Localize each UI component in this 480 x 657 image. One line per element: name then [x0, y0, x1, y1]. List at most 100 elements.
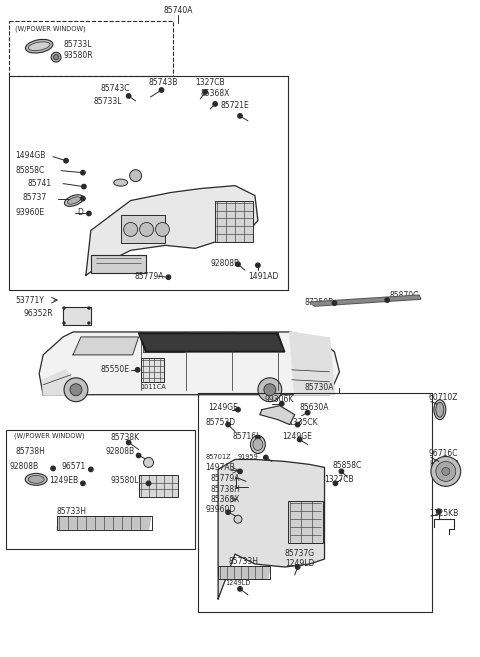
- Text: 85733H: 85733H: [56, 507, 86, 516]
- Text: 1327CB: 1327CB: [324, 476, 354, 484]
- Text: 85779A: 85779A: [210, 474, 240, 484]
- Text: 1249EB: 1249EB: [49, 476, 78, 486]
- Polygon shape: [43, 370, 73, 395]
- Bar: [139, 476, 179, 497]
- Text: 96571: 96571: [61, 463, 85, 472]
- Polygon shape: [139, 333, 285, 352]
- Text: 1249LD: 1249LD: [285, 559, 314, 568]
- Text: 1011CA: 1011CA: [141, 384, 167, 390]
- Circle shape: [166, 275, 170, 279]
- Text: 85733L: 85733L: [94, 97, 122, 106]
- Text: 93960D: 93960D: [205, 505, 236, 514]
- Text: 1125KB: 1125KB: [429, 509, 458, 518]
- Circle shape: [226, 510, 230, 514]
- Circle shape: [442, 467, 450, 476]
- Circle shape: [82, 185, 86, 189]
- Text: 1327CB: 1327CB: [195, 78, 225, 87]
- Circle shape: [144, 457, 154, 467]
- Text: 1249GE: 1249GE: [208, 403, 238, 412]
- Circle shape: [431, 457, 461, 486]
- Text: 60710Z: 60710Z: [429, 393, 458, 401]
- Circle shape: [140, 223, 154, 237]
- Circle shape: [436, 461, 456, 482]
- Text: 85858C: 85858C: [15, 166, 45, 175]
- Text: 85870C: 85870C: [389, 291, 419, 300]
- Ellipse shape: [25, 474, 47, 486]
- Polygon shape: [141, 335, 283, 350]
- Text: 85721E: 85721E: [220, 101, 249, 110]
- Circle shape: [159, 88, 164, 92]
- Text: 85733H: 85733H: [228, 557, 258, 566]
- Circle shape: [296, 422, 300, 427]
- Text: 92808B: 92808B: [210, 260, 240, 268]
- Ellipse shape: [130, 170, 142, 181]
- Circle shape: [332, 301, 336, 306]
- Ellipse shape: [67, 197, 81, 204]
- Circle shape: [437, 509, 441, 513]
- Text: 85733L: 85733L: [63, 40, 92, 49]
- Circle shape: [81, 170, 85, 175]
- Text: 85630A: 85630A: [300, 403, 329, 412]
- Polygon shape: [143, 334, 184, 352]
- Circle shape: [81, 481, 85, 486]
- Text: 85779A: 85779A: [134, 272, 164, 281]
- Circle shape: [135, 368, 140, 372]
- Text: 92808B: 92808B: [9, 463, 38, 472]
- Circle shape: [70, 384, 82, 396]
- Circle shape: [298, 438, 302, 442]
- Bar: [9, 76, 288, 290]
- Text: 85858C: 85858C: [333, 461, 362, 470]
- Circle shape: [64, 378, 88, 401]
- Bar: [9, 21, 173, 76]
- Circle shape: [87, 212, 91, 215]
- Circle shape: [213, 102, 217, 106]
- Bar: [141, 358, 165, 382]
- Circle shape: [64, 158, 68, 163]
- Text: 85737G: 85737G: [285, 549, 315, 558]
- Ellipse shape: [434, 399, 446, 420]
- Text: (W/POWER WINDOW): (W/POWER WINDOW): [15, 25, 86, 32]
- Polygon shape: [234, 333, 276, 351]
- Polygon shape: [260, 405, 295, 424]
- Circle shape: [226, 422, 230, 427]
- Circle shape: [296, 565, 300, 569]
- Bar: [57, 516, 152, 530]
- Text: 1494GB: 1494GB: [15, 150, 46, 160]
- Circle shape: [126, 94, 131, 98]
- Circle shape: [51, 52, 61, 62]
- Circle shape: [256, 263, 260, 267]
- Text: 87250B: 87250B: [305, 298, 334, 307]
- Circle shape: [81, 196, 85, 201]
- Circle shape: [146, 481, 151, 486]
- Text: 93580L: 93580L: [111, 476, 139, 486]
- Circle shape: [126, 440, 131, 445]
- Text: 85740A: 85740A: [164, 7, 193, 15]
- Text: 96352R: 96352R: [23, 309, 53, 318]
- Circle shape: [339, 469, 344, 474]
- Polygon shape: [310, 295, 421, 306]
- Circle shape: [89, 467, 93, 472]
- Ellipse shape: [28, 476, 44, 484]
- Text: 85738H: 85738H: [210, 486, 240, 494]
- Bar: [215, 200, 253, 242]
- Text: 96716C: 96716C: [429, 449, 458, 459]
- Circle shape: [54, 55, 59, 60]
- Ellipse shape: [114, 179, 128, 186]
- Polygon shape: [218, 567, 270, 579]
- Circle shape: [124, 223, 138, 237]
- Polygon shape: [57, 517, 151, 529]
- Text: 1491AD: 1491AD: [248, 272, 278, 281]
- Bar: [218, 566, 270, 579]
- Bar: [63, 307, 91, 325]
- Circle shape: [258, 378, 282, 401]
- Circle shape: [63, 322, 65, 324]
- Bar: [198, 393, 432, 612]
- Circle shape: [264, 384, 276, 396]
- Circle shape: [385, 298, 389, 302]
- Circle shape: [333, 481, 337, 486]
- Circle shape: [51, 466, 55, 470]
- Text: 85738H: 85738H: [15, 447, 45, 457]
- Circle shape: [256, 436, 260, 440]
- Text: 85743C: 85743C: [101, 84, 130, 93]
- Text: 85716L: 85716L: [232, 432, 261, 441]
